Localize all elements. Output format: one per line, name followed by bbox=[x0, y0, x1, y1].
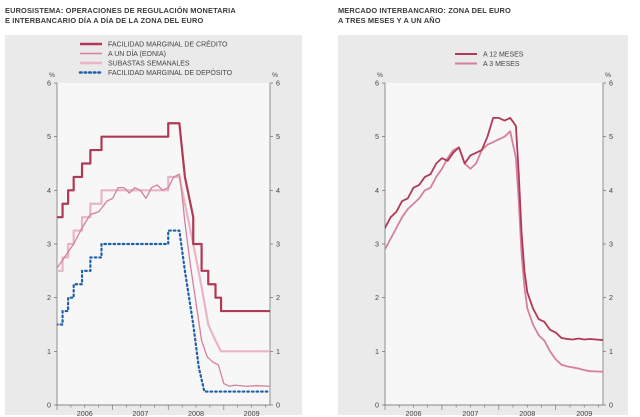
left-y-tick-label-left: 2 bbox=[47, 293, 51, 302]
right-chart-title: MERCADO INTERBANCARIO: ZONA DEL EURO A T… bbox=[338, 6, 511, 25]
right-y-tick-label-right: 0 bbox=[609, 401, 613, 410]
right-y-tick-label-right: 2 bbox=[609, 293, 613, 302]
left-y-tick-label-left: 1 bbox=[47, 347, 51, 356]
left-y-tick-label-right: 4 bbox=[276, 186, 280, 195]
left-series-3-line bbox=[57, 229, 270, 393]
right-unit-right: % bbox=[605, 72, 611, 79]
right-y-tick-label-right: 4 bbox=[609, 186, 613, 195]
left-legend-label-3: FACILIDAD MARGINAL DE DEPÓSITO bbox=[108, 68, 233, 77]
right-x-tick-label: 2006 bbox=[405, 409, 421, 417]
left-y-tick-label-right: 5 bbox=[276, 132, 280, 141]
left-y-tick-label-right: 6 bbox=[276, 79, 280, 88]
left-series-2-line bbox=[57, 175, 270, 353]
left-unit-right: % bbox=[272, 72, 278, 79]
left-series-1-line bbox=[57, 173, 270, 387]
right-series-0-line bbox=[385, 116, 603, 341]
right-y-tick-label-right: 1 bbox=[609, 347, 613, 356]
right-y-tick-label-right: 5 bbox=[609, 132, 613, 141]
right-unit-left: % bbox=[377, 72, 383, 79]
left-y-tick-label-left: 0 bbox=[47, 401, 51, 410]
left-series-0-line bbox=[57, 122, 270, 313]
right-y-tick-label-left: 1 bbox=[375, 347, 379, 356]
right-y-tick-label-right: 3 bbox=[609, 240, 613, 249]
left-y-tick-label-right: 3 bbox=[276, 240, 280, 249]
left-y-tick-label-left: 4 bbox=[47, 186, 51, 195]
left-y-tick-label-left: 3 bbox=[47, 240, 51, 249]
right-y-tick-label-left: 3 bbox=[375, 240, 379, 249]
left-legend-label-2: SUBASTAS SEMANALES bbox=[108, 61, 190, 68]
left-x-tick-label: 2007 bbox=[132, 409, 148, 417]
left-y-tick-label-left: 6 bbox=[47, 79, 51, 88]
left-legend-label-1: A UN DÍA (EONIA) bbox=[108, 49, 166, 58]
left-y-tick-label-right: 1 bbox=[276, 347, 280, 356]
right-x-tick-label: 2009 bbox=[576, 409, 592, 417]
left-y-tick-label-right: 2 bbox=[276, 293, 280, 302]
right-y-tick-label-left: 6 bbox=[375, 79, 379, 88]
right-y-tick-label-left: 4 bbox=[375, 186, 379, 195]
right-series-1-line bbox=[385, 130, 603, 373]
left-legend-label-0: FACILIDAD MARGINAL DE CRÉDITO bbox=[108, 40, 228, 49]
right-x-tick-label: 2008 bbox=[519, 409, 535, 417]
right-plot-area bbox=[385, 83, 603, 405]
left-x-tick-label: 2008 bbox=[188, 409, 204, 417]
left-y-tick-label-right: 0 bbox=[276, 401, 280, 410]
right-y-tick-label-left: 2 bbox=[375, 293, 379, 302]
right-legend-label-0: A 12 MESES bbox=[483, 52, 524, 59]
right-legend-label-1: A 3 MESES bbox=[483, 61, 520, 68]
left-x-tick-label: 2006 bbox=[77, 409, 93, 417]
right-y-tick-label-right: 6 bbox=[609, 79, 613, 88]
left-x-tick-label: 2009 bbox=[244, 409, 260, 417]
right-y-tick-label-left: 0 bbox=[375, 401, 379, 410]
left-y-tick-label-left: 5 bbox=[47, 132, 51, 141]
right-y-tick-label-left: 5 bbox=[375, 132, 379, 141]
left-unit-left: % bbox=[49, 72, 55, 79]
right-x-tick-label: 2007 bbox=[462, 409, 478, 417]
left-chart-title: EUROSISTEMA: OPERACIONES DE REGULACIÓN M… bbox=[5, 6, 236, 25]
